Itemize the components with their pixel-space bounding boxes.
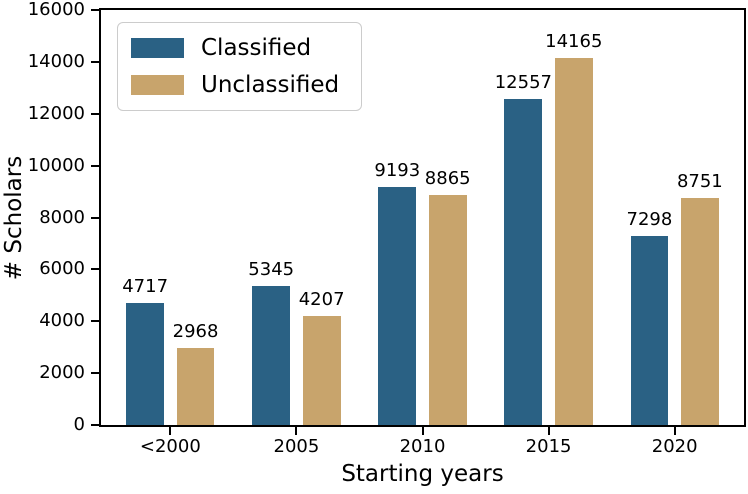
y-tick-mark [91, 164, 99, 167]
y-tick-label: 12000 [27, 102, 85, 124]
y-tick-mark [91, 372, 99, 375]
y-tick-mark [91, 216, 99, 219]
legend-label-classified: Classified [201, 35, 312, 61]
value-label-classified-2020: 7298 [626, 208, 673, 230]
legend-swatch-unclassified [131, 75, 184, 95]
legend: Classified Unclassified [117, 22, 363, 111]
value-label-unclassified-2000: 2968 [172, 321, 219, 343]
y-tick-label: 10000 [27, 154, 85, 176]
x-tick-mark [421, 427, 424, 435]
x-tick-label: <2000 [139, 436, 201, 457]
bar-classified-2005 [252, 286, 291, 425]
bar-classified-2000 [126, 302, 165, 425]
value-label-classified-2015: 12557 [494, 72, 552, 94]
bar-classified-2020 [630, 235, 669, 425]
y-tick-mark [91, 60, 99, 63]
x-tick-label: 2005 [273, 436, 320, 457]
y-tick-mark [91, 268, 99, 271]
legend-label-unclassified: Unclassified [201, 72, 340, 98]
x-tick-mark [169, 427, 172, 435]
y-tick-label: 16000 [27, 0, 85, 20]
bar-classified-2010 [378, 186, 417, 425]
legend-swatch-classified [131, 38, 184, 58]
value-label-unclassified-2015: 14165 [545, 30, 603, 52]
y-tick-mark [91, 424, 99, 426]
x-tick-label: 2010 [399, 436, 446, 457]
y-tick-mark [91, 112, 99, 115]
x-tick-label: 2020 [651, 436, 698, 457]
value-label-unclassified-2010: 8865 [424, 168, 471, 190]
value-label-classified-2000: 4717 [122, 275, 169, 297]
y-tick-mark [91, 320, 99, 323]
bar-classified-2015 [504, 99, 543, 425]
legend-item-unclassified: Unclassified [131, 71, 339, 99]
y-tick-label: 0 [73, 414, 85, 435]
value-label-unclassified-2020: 8751 [676, 171, 723, 193]
x-tick-label: 2015 [525, 436, 572, 457]
value-label-unclassified-2005: 4207 [298, 288, 345, 310]
y-tick-label: 14000 [27, 50, 85, 72]
bar-unclassified-2005 [302, 315, 341, 425]
x-axis-label: Starting years [341, 461, 504, 487]
x-tick-mark [673, 427, 676, 435]
x-tick-mark [547, 427, 550, 435]
x-tick-mark [295, 427, 298, 435]
bar-unclassified-2020 [680, 198, 719, 425]
value-label-classified-2010: 9193 [374, 159, 421, 181]
y-tick-label: 4000 [39, 310, 85, 332]
bar-unclassified-2010 [428, 195, 467, 425]
value-label-classified-2005: 5345 [248, 259, 295, 281]
bar-unclassified-2000 [176, 348, 215, 425]
bar-unclassified-2015 [554, 57, 593, 425]
y-tick-mark [91, 9, 99, 11]
y-tick-label: 6000 [39, 258, 85, 280]
y-tick-label: 2000 [39, 362, 85, 384]
legend-item-classified: Classified [131, 34, 339, 62]
y-tick-label: 8000 [39, 206, 85, 228]
